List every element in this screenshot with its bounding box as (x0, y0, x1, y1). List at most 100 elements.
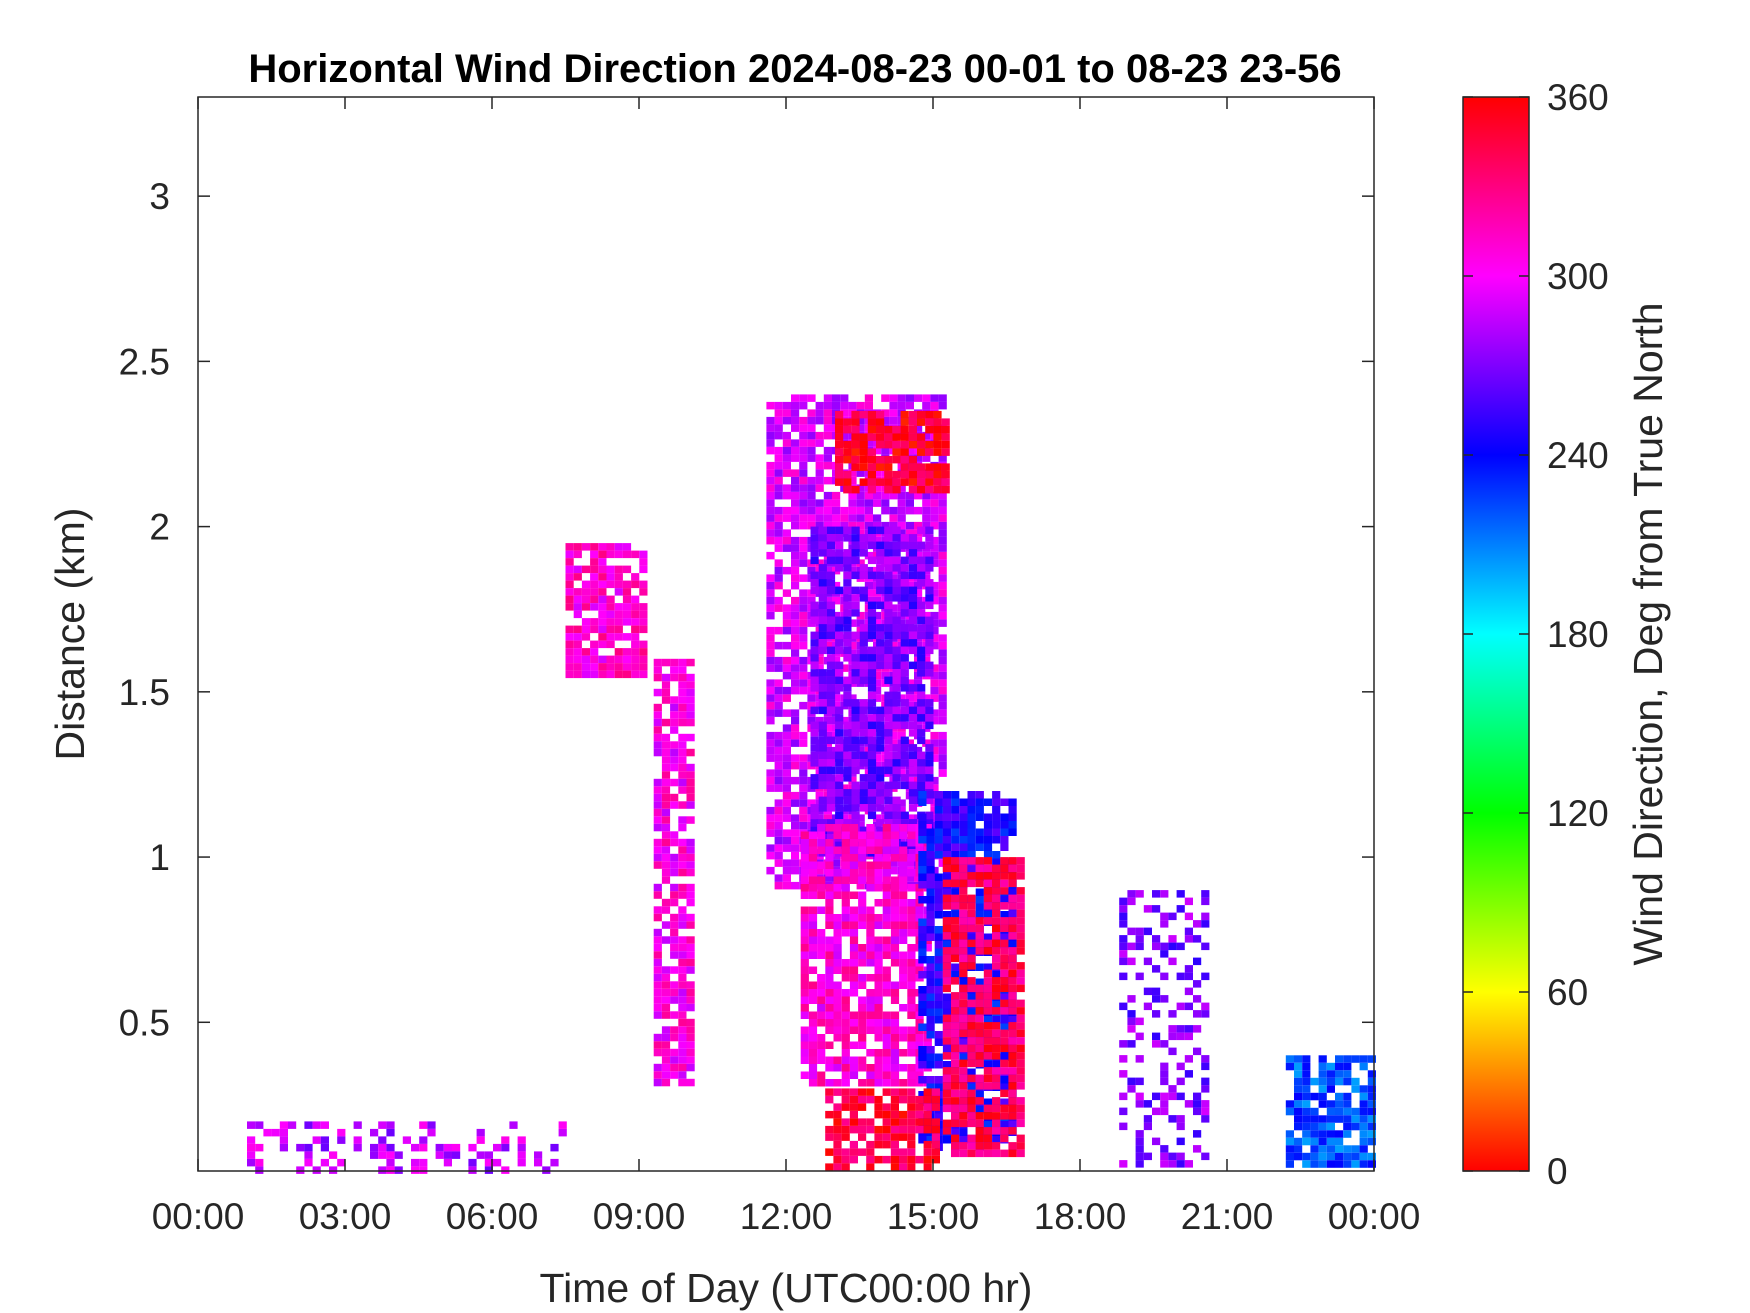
heatmap-cell (653, 658, 662, 667)
heatmap-cell (876, 586, 885, 595)
heatmap-cell (992, 1074, 1001, 1083)
heatmap-cell (1016, 1082, 1025, 1090)
heatmap-cell (598, 550, 607, 559)
heatmap-cell (934, 843, 943, 851)
heatmap-cell (661, 838, 671, 847)
colorbar-tick-label: 60 (1547, 972, 1588, 1013)
heatmap-cell (851, 819, 860, 827)
heatmap-cell (835, 425, 844, 434)
heatmap-cell (810, 811, 819, 820)
heatmap-cell (1008, 1104, 1017, 1113)
heatmap-cell (670, 996, 679, 1004)
heatmap-cell (1351, 1085, 1360, 1093)
heatmap-cell (1143, 905, 1152, 913)
heatmap-cell (791, 761, 800, 770)
heatmap-cell (826, 624, 836, 632)
heatmap-cell (951, 806, 960, 814)
heatmap-cell (840, 716, 849, 725)
heatmap-cell (815, 866, 824, 875)
heatmap-cell (678, 1078, 687, 1087)
heatmap-cell (835, 736, 844, 745)
x-tick-label: 06:00 (446, 1196, 539, 1237)
heatmap-cell (900, 639, 909, 647)
heatmap-cell (825, 959, 834, 967)
heatmap-cell (882, 846, 891, 854)
heatmap-cell (915, 891, 924, 899)
heatmap-cell (934, 978, 943, 986)
heatmap-cell (1176, 1137, 1185, 1146)
heatmap-cell (1000, 984, 1009, 993)
heatmap-cell (835, 811, 844, 820)
heatmap-cell (1294, 1122, 1303, 1131)
heatmap-cell (925, 448, 934, 456)
heatmap-cell (670, 981, 679, 989)
heatmap-cell (799, 821, 808, 830)
heatmap-cell (782, 724, 791, 732)
heatmap-cell (925, 699, 934, 707)
heatmap-cell (670, 1026, 679, 1034)
heatmap-cell (907, 1133, 916, 1141)
heatmap-cell (942, 977, 951, 985)
heatmap-cell (866, 996, 875, 1004)
heatmap-cell (905, 521, 914, 530)
heatmap-cell (799, 446, 808, 455)
heatmap-cell (899, 861, 908, 869)
heatmap-cell (1326, 1145, 1335, 1153)
heatmap-cell (934, 1113, 943, 1121)
heatmap-cell (1326, 1107, 1335, 1116)
heatmap-cell (867, 418, 876, 426)
heatmap-cell (992, 992, 1001, 1000)
heatmap-cell (1016, 1052, 1025, 1060)
heatmap-cell (892, 485, 901, 494)
heatmap-cell (1008, 977, 1017, 985)
heatmap-cell (835, 478, 844, 486)
heatmap-cell (766, 649, 775, 657)
heatmap-cell (889, 416, 898, 425)
heatmap-cell (967, 948, 976, 956)
heatmap-cell (849, 1019, 859, 1027)
heatmap-cell (858, 1133, 867, 1141)
heatmap-cell (899, 1163, 908, 1171)
heatmap-cell (1176, 972, 1185, 981)
heatmap-cell (892, 579, 901, 587)
heatmap-cell (800, 1011, 809, 1019)
heatmap-cell (938, 664, 947, 672)
heatmap-cell (975, 879, 984, 888)
heatmap-cell (661, 1026, 671, 1034)
heatmap-cell (394, 1151, 403, 1159)
heatmap-cell (1119, 935, 1128, 943)
heatmap-cell (1152, 1040, 1161, 1048)
heatmap-cell (661, 658, 671, 667)
heatmap-cell (938, 506, 947, 515)
heatmap-cell (1359, 1152, 1368, 1161)
heatmap-cell (873, 761, 882, 770)
heatmap-cell (1168, 1032, 1177, 1041)
heatmap-cell (678, 958, 687, 967)
heatmap-cell (1008, 917, 1017, 925)
heatmap-cell (951, 947, 960, 955)
heatmap-cell (810, 601, 819, 610)
heatmap-cell (866, 1079, 875, 1087)
heatmap-cell (992, 1029, 1001, 1038)
heatmap-cell (815, 664, 824, 672)
heatmap-cell (614, 663, 623, 671)
heatmap-cell (848, 641, 857, 650)
heatmap-cell (1335, 1062, 1344, 1071)
heatmap-cell (639, 618, 648, 626)
heatmap-cell (983, 872, 992, 880)
heatmap-cell (774, 446, 783, 455)
heatmap-cell (856, 491, 865, 500)
heatmap-cell (799, 476, 808, 485)
heatmap-cell (858, 1118, 867, 1126)
heatmap-cell (825, 914, 834, 922)
heatmap-cell (1160, 972, 1169, 981)
heatmap-cell (386, 1143, 395, 1152)
heatmap-cell (791, 401, 800, 410)
heatmap-cell (825, 996, 834, 1004)
heatmap-cell (774, 581, 783, 590)
heatmap-cell (951, 813, 960, 821)
heatmap-cell (914, 454, 923, 462)
heatmap-cell (826, 819, 836, 827)
heatmap-cell (951, 971, 960, 979)
heatmap-cell (884, 676, 893, 685)
